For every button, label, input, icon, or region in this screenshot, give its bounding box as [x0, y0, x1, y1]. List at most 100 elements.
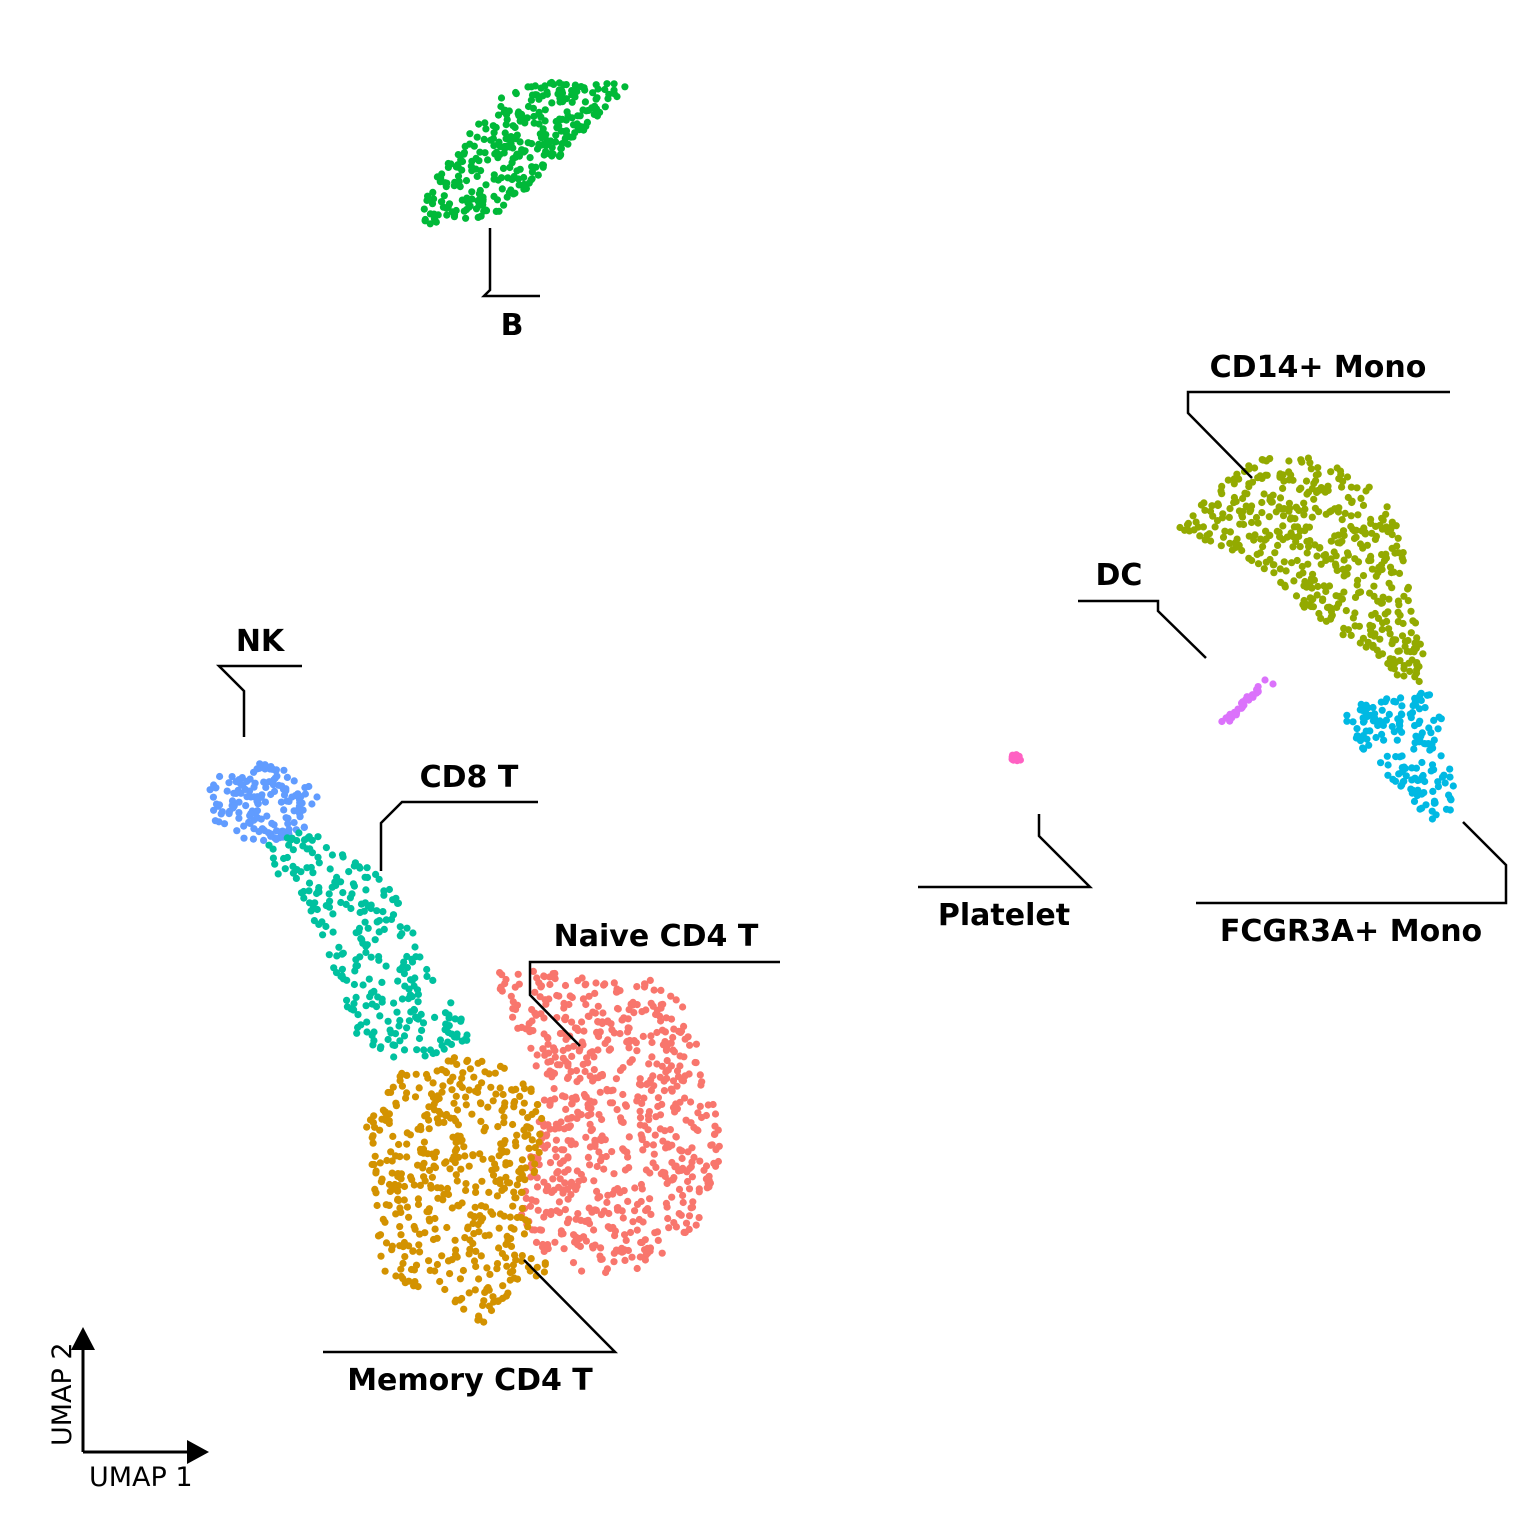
point-cd14-mono: [1254, 560, 1263, 568]
point-naive-cd4-t: [682, 1219, 691, 1227]
point-fcgr3a-mono: [1353, 725, 1361, 733]
point-b: [454, 151, 462, 159]
point-cd14-mono: [1395, 601, 1403, 609]
point-naive-cd4-t: [663, 1057, 671, 1065]
point-memory-cd4-t: [438, 1252, 446, 1260]
point-cd14-mono: [1358, 527, 1366, 535]
point-cd14-mono: [1419, 650, 1427, 658]
point-cd14-mono: [1327, 468, 1335, 476]
point-cd14-mono: [1314, 582, 1322, 591]
point-nk: [285, 797, 293, 806]
point-memory-cd4-t: [415, 1084, 423, 1092]
point-b: [448, 208, 456, 216]
point-naive-cd4-t: [528, 1017, 536, 1025]
point-fcgr3a-mono: [1365, 741, 1373, 749]
point-nk: [282, 814, 290, 822]
point-memory-cd4-t: [503, 1232, 511, 1240]
point-nk: [278, 830, 286, 838]
point-b: [541, 117, 549, 125]
point-memory-cd4-t: [470, 1230, 478, 1238]
point-cd14-mono: [1332, 562, 1340, 570]
point-cd8-t: [373, 918, 381, 926]
point-cd8-t: [368, 1031, 376, 1039]
point-naive-cd4-t: [685, 1070, 693, 1078]
point-naive-cd4-t: [498, 971, 506, 979]
point-naive-cd4-t: [622, 1236, 630, 1244]
cluster-label-cd14-mono: CD14+ Mono: [1210, 350, 1427, 385]
point-cd14-mono: [1390, 636, 1398, 644]
point-cd8-t: [396, 1037, 404, 1045]
point-nk: [282, 787, 290, 795]
point-memory-cd4-t: [425, 1125, 433, 1133]
point-cd8-t: [441, 1009, 450, 1017]
point-memory-cd4-t: [524, 1123, 532, 1131]
point-naive-cd4-t: [685, 1212, 694, 1220]
point-cd14-mono: [1382, 550, 1390, 558]
point-naive-cd4-t: [671, 1108, 679, 1116]
point-cd14-mono: [1252, 513, 1261, 522]
point-b: [550, 80, 558, 88]
point-cd8-t: [447, 999, 455, 1007]
point-cd8-t: [389, 896, 397, 904]
point-memory-cd4-t: [412, 1070, 420, 1078]
point-cd14-mono: [1288, 559, 1296, 567]
point-cd14-mono: [1313, 591, 1321, 599]
point-cd8-t: [463, 1036, 471, 1044]
point-naive-cd4-t: [636, 1253, 644, 1261]
point-naive-cd4-t: [582, 1000, 590, 1009]
point-cd14-mono: [1378, 599, 1386, 607]
point-naive-cd4-t: [669, 1046, 677, 1054]
point-naive-cd4-t: [581, 1093, 590, 1101]
point-b: [522, 185, 531, 193]
point-b: [490, 192, 498, 200]
point-naive-cd4-t: [635, 1080, 644, 1088]
point-b: [571, 81, 580, 90]
point-naive-cd4-t: [533, 974, 541, 982]
point-b: [511, 88, 520, 97]
point-naive-cd4-t: [585, 992, 593, 1000]
point-cd14-mono: [1303, 490, 1311, 498]
point-nk: [256, 760, 264, 768]
point-nk: [245, 787, 254, 795]
point-naive-cd4-t: [625, 1133, 633, 1141]
point-cd14-mono: [1384, 525, 1393, 533]
point-b: [528, 140, 536, 148]
point-naive-cd4-t: [598, 1115, 606, 1124]
point-dc: [1248, 691, 1257, 699]
point-memory-cd4-t: [397, 1231, 405, 1239]
point-cd8-t: [322, 922, 330, 931]
point-b: [447, 160, 455, 168]
point-b: [590, 110, 598, 118]
point-naive-cd4-t: [680, 1053, 688, 1061]
point-naive-cd4-t: [705, 1183, 713, 1191]
point-cd14-mono: [1340, 531, 1348, 540]
point-cd8-t: [274, 870, 282, 878]
point-cd8-t: [293, 837, 301, 845]
point-cd14-mono: [1248, 556, 1256, 565]
point-nk: [308, 800, 316, 808]
point-memory-cd4-t: [448, 1086, 456, 1094]
point-memory-cd4-t: [512, 1085, 520, 1093]
point-b: [476, 148, 484, 156]
point-cd14-mono: [1298, 458, 1306, 466]
leader-line-fcgr3a-mono: [1196, 821, 1508, 905]
point-memory-cd4-t: [410, 1181, 418, 1189]
point-cd8-t: [303, 864, 311, 872]
point-naive-cd4-t: [694, 1109, 702, 1117]
point-cd14-mono: [1232, 543, 1240, 552]
point-memory-cd4-t: [465, 1250, 473, 1258]
point-cd14-mono: [1258, 508, 1266, 517]
point-cd14-mono: [1221, 527, 1229, 535]
point-cd8-t: [414, 998, 422, 1006]
point-naive-cd4-t: [594, 1018, 602, 1026]
point-b: [542, 147, 550, 155]
point-cd14-mono: [1386, 630, 1394, 638]
point-cd14-mono: [1310, 576, 1318, 584]
point-naive-cd4-t: [684, 1148, 692, 1156]
point-naive-cd4-t: [527, 1044, 535, 1052]
point-naive-cd4-t: [672, 1223, 681, 1231]
point-cd8-t: [408, 993, 416, 1001]
point-naive-cd4-t: [633, 1264, 641, 1273]
point-naive-cd4-t: [531, 1226, 539, 1234]
point-cd14-mono: [1245, 462, 1253, 470]
